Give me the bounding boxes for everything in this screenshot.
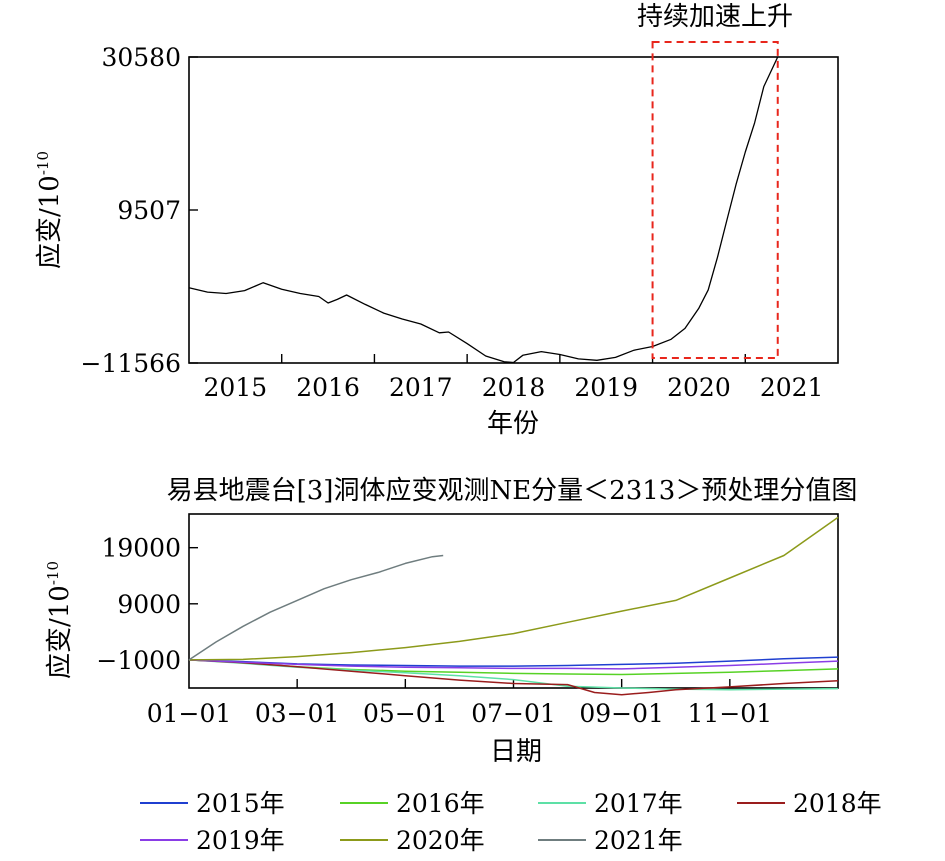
legend-label-1: 2016年 <box>396 789 485 818</box>
top-y-tick-label-0: 30580 <box>101 43 181 72</box>
bottom-x-tick-label-3: 07−01 <box>471 699 556 728</box>
legend-label-4: 2019年 <box>196 826 285 855</box>
bottom-x-tick-label-4: 09−01 <box>579 699 664 728</box>
bottom-series-line-5 <box>188 516 839 661</box>
top-x-tick-label-3: 2018 <box>482 373 546 402</box>
top-plot-area: 30580 9507 −11566 2015 2016 2017 2018 2019 2020 2… <box>81 43 839 402</box>
legend: 2015年 2016年 2017年 2018年 2019年 2020年 2021年 <box>140 789 882 855</box>
top-y-axis-label-text: 应变/10 <box>35 175 65 269</box>
bottom-plot-area: 19000 9000 −1000 01−01 03−01 05−01 07−01 09−01 1… <box>96 513 839 728</box>
legend-label-0: 2015年 <box>196 789 285 818</box>
bottom-y-tick-label-0: 19000 <box>101 534 181 563</box>
top-x-tick-label-4: 2019 <box>574 373 638 402</box>
bottom-x-tick-label-0: 01−01 <box>147 699 232 728</box>
bottom-x-axis-label: 日期 <box>490 737 542 767</box>
bottom-x-tick-label-2: 05−01 <box>363 699 448 728</box>
top-x-tick-label-6: 2021 <box>760 373 824 402</box>
annotation-box <box>651 41 779 359</box>
top-y-axis-label: 应变/10-10 <box>34 151 65 269</box>
bottom-y-axis-label-exponent: -10 <box>44 561 62 585</box>
top-x-tick-label-2: 2017 <box>389 373 453 402</box>
top-plot-frame <box>188 56 839 364</box>
bottom-y-axis-label: 应变/10-10 <box>44 561 75 679</box>
strain-by-year-chart: 应变/10-10 年份 30580 9507 −11566 2015 2016 2017 2… <box>34 2 839 439</box>
bottom-plot-frame <box>188 513 839 689</box>
bottom-series-line-6 <box>188 554 444 661</box>
bottom-x-tick-label-1: 03−01 <box>255 699 340 728</box>
top-y-tick-label-2: −11566 <box>81 349 181 378</box>
top-x-tick-label-0: 2015 <box>204 373 268 402</box>
bottom-y-tick-label-1: 9000 <box>117 590 181 619</box>
top-y-tick-label-1: 9507 <box>117 196 181 225</box>
bottom-series-line-3 <box>188 659 839 696</box>
bottom-y-tick-label-2: −1000 <box>96 646 181 675</box>
top-x-tick-label-1: 2016 <box>296 373 360 402</box>
legend-label-6: 2021年 <box>594 826 683 855</box>
annotation-text: 持续加速上升 <box>637 2 793 32</box>
annotation-dashed-box <box>651 41 779 359</box>
bottom-y-axis-label-text: 应变/10 <box>45 585 75 679</box>
top-x-axis-label: 年份 <box>487 409 539 439</box>
legend-label-3: 2018年 <box>793 789 882 818</box>
legend-label-5: 2020年 <box>396 826 485 855</box>
bottom-series-line-1 <box>188 659 839 676</box>
svg-text:应变/10-10: 应变/10-10 <box>44 561 75 679</box>
bottom-x-tick-label-5: 11−01 <box>688 699 773 728</box>
bottom-series-line-4 <box>188 659 839 670</box>
legend-label-2: 2017年 <box>594 789 683 818</box>
top-y-axis-label-exponent: -10 <box>34 151 52 175</box>
svg-text:应变/10-10: 应变/10-10 <box>34 151 65 269</box>
bottom-chart-title: 易县地震台[3]洞体应变观测NE分量＜2313＞预处理分值图 <box>167 476 858 506</box>
strain-by-date-chart: 易县地震台[3]洞体应变观测NE分量＜2313＞预处理分值图 应变/10-10 … <box>44 476 882 855</box>
top-series-line-0 <box>188 56 779 364</box>
top-x-tick-label-5: 2020 <box>667 373 731 402</box>
